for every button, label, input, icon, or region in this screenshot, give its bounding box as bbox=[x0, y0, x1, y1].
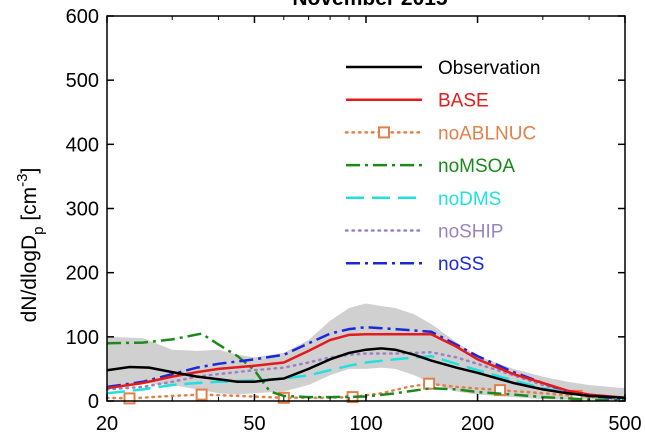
data-point-noablnuc bbox=[494, 384, 506, 397]
x-tick-label: 200 bbox=[461, 413, 494, 435]
y-tick-label: 200 bbox=[66, 263, 99, 285]
y-axis-label-subscript: p bbox=[30, 226, 47, 234]
chart-title: November 2015 bbox=[292, 0, 448, 10]
series-observation bbox=[106, 347, 626, 400]
legend-item-nomsoa: noMSOA bbox=[346, 156, 515, 177]
legend-item-noss: noSS bbox=[346, 254, 484, 275]
x-tick-label: 50 bbox=[243, 413, 265, 435]
legend-label-noablnuc: noABLNUC bbox=[438, 123, 536, 144]
series-line-noship bbox=[105, 350, 627, 400]
data-point-noablnuc bbox=[423, 377, 436, 390]
legend-label-noship: noSHIP bbox=[438, 222, 503, 243]
y-tick-label: 300 bbox=[66, 199, 99, 221]
x-tick-label: 20 bbox=[96, 413, 118, 435]
y-tick-label: 600 bbox=[66, 6, 99, 28]
legend: Observation BASE noABLNUC noMSOA noDMS noSHIP… bbox=[344, 58, 540, 275]
series-noship bbox=[105, 350, 627, 400]
series-base bbox=[106, 333, 626, 400]
legend-marker-noablnuc bbox=[378, 126, 390, 139]
axis-ticks: 20 50 100 200 500 0 100 200 300 400 500 600 bbox=[66, 6, 642, 435]
y-axis-label: dN/dlogDp [cm-3] bbox=[14, 168, 47, 323]
legend-item-noablnuc: noABLNUC bbox=[344, 123, 536, 144]
y-tick-label: 100 bbox=[66, 327, 99, 349]
legend-label-observation: Observation bbox=[438, 58, 540, 79]
y-axis-label-close: ] bbox=[18, 168, 41, 174]
data-point-noablnuc bbox=[195, 388, 208, 401]
series-line-nodms bbox=[106, 354, 626, 400]
y-tick-label: 0 bbox=[88, 391, 99, 413]
series-nodms bbox=[106, 354, 626, 400]
legend-label-nodms: noDMS bbox=[438, 189, 501, 210]
legend-label-nomsoa: noMSOA bbox=[438, 156, 515, 177]
legend-item-observation: Observation bbox=[346, 58, 540, 79]
legend-item-nodms: noDMS bbox=[346, 189, 501, 210]
y-axis-label-main: dN/dlogD bbox=[18, 235, 41, 323]
series-line-observation bbox=[106, 347, 626, 400]
x-tick-label: 500 bbox=[608, 413, 641, 435]
legend-item-noship: noSHIP bbox=[344, 222, 503, 243]
series-line-base bbox=[106, 333, 626, 400]
y-tick-label: 400 bbox=[66, 134, 99, 156]
legend-label-noss: noSS bbox=[438, 254, 484, 275]
y-axis-label-exponent: -3 bbox=[14, 173, 31, 186]
data-point-noablnuc bbox=[123, 392, 136, 405]
legend-label-base: BASE bbox=[438, 91, 489, 112]
y-tick-label: 500 bbox=[66, 70, 99, 92]
legend-item-base: BASE bbox=[346, 91, 489, 112]
x-tick-label: 100 bbox=[349, 413, 382, 435]
y-axis-label-unit: [cm bbox=[18, 187, 41, 227]
